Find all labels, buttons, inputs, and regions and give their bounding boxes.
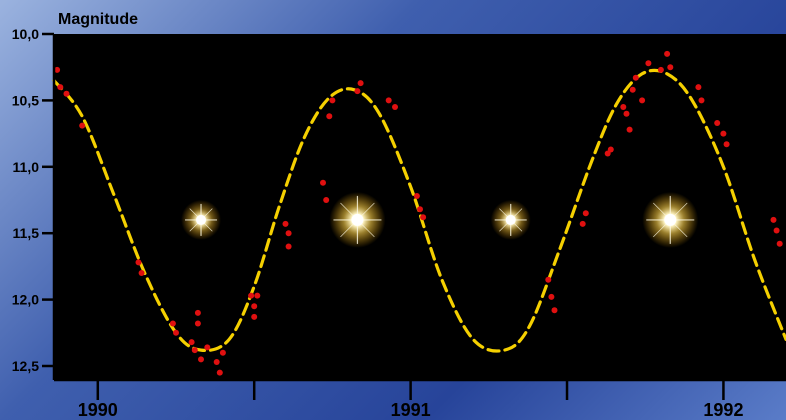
observation-point [173, 329, 179, 336]
observation-point [138, 270, 145, 276]
observation-point [198, 356, 204, 363]
observation-point [579, 220, 586, 227]
star-marker [329, 191, 386, 248]
observation-point [385, 97, 392, 104]
observation-point [251, 303, 258, 310]
observation-point [219, 349, 226, 356]
x-tick-label: 1991 [391, 400, 431, 420]
observation-point [63, 90, 70, 97]
y-tick-label: 12,5 [12, 358, 39, 374]
observation-point [413, 193, 420, 199]
observation-point [326, 113, 333, 120]
observation-point [698, 97, 705, 104]
observation-point [54, 66, 61, 73]
star-core [196, 214, 207, 225]
observation-point [282, 220, 289, 227]
observation-point [607, 146, 614, 153]
star-marker [490, 199, 531, 240]
observation-point [194, 320, 201, 327]
observation-point [720, 130, 727, 137]
observation-point [639, 97, 646, 104]
observation-point [723, 141, 730, 148]
observation-point [620, 104, 627, 110]
observation-point [770, 216, 777, 223]
y-tick-label: 11,0 [13, 159, 40, 175]
y-tick-label: 12,0 [12, 292, 39, 308]
observation-point [657, 66, 664, 73]
observation-point [551, 307, 558, 314]
observation-point [254, 292, 261, 299]
star-core [505, 214, 516, 225]
y-axis-ticks: 10,0 10,5 11,0 11,5 12,0 12,5 [12, 26, 54, 374]
observation-point [392, 104, 398, 110]
observation-point [285, 230, 292, 237]
star-marker [642, 191, 699, 248]
star-core [664, 213, 677, 226]
observation-point [248, 292, 255, 299]
star-core [351, 213, 364, 226]
observation-point [545, 276, 552, 283]
observation-point [57, 84, 64, 91]
observation-point [632, 74, 639, 81]
observation-point [626, 126, 633, 133]
observation-point [667, 64, 674, 71]
observation-points [54, 50, 783, 376]
observation-point [629, 86, 636, 93]
y-tick-label: 10,0 [12, 26, 39, 42]
observation-point [329, 97, 336, 104]
y-tick-label: 11,5 [13, 225, 40, 241]
observation-point [285, 243, 292, 250]
observation-point [135, 259, 142, 266]
observation-point [664, 50, 671, 57]
star-markers [181, 191, 699, 248]
observation-point [213, 359, 220, 365]
observation-point [548, 293, 555, 300]
x-tick-label: 1990 [78, 400, 118, 420]
fitted-curve [52, 68, 786, 353]
observation-point [216, 369, 223, 376]
observation-point [623, 110, 630, 117]
x-tick-label: 1992 [703, 400, 743, 420]
observation-point [357, 80, 364, 87]
observation-point [79, 122, 86, 129]
star-marker [181, 199, 222, 240]
y-tick-label: 10,5 [12, 92, 39, 108]
observation-point [251, 313, 258, 320]
observation-point [191, 347, 198, 354]
observation-point [320, 179, 326, 186]
x-axis-ticks: 1990 1991 1992 [78, 380, 743, 420]
observation-point [695, 84, 702, 91]
observation-point [582, 210, 589, 217]
observation-point [194, 309, 201, 316]
observation-point [417, 206, 423, 213]
observation-point [169, 320, 176, 327]
observation-point [188, 339, 195, 346]
observation-point [773, 227, 780, 234]
observation-point [776, 240, 783, 247]
observation-point [645, 60, 652, 67]
y-axis-title: Magnitude [58, 11, 138, 28]
observation-point [714, 120, 721, 126]
observation-point [420, 214, 427, 221]
observation-point [323, 197, 330, 203]
observation-point [354, 88, 361, 95]
observation-point [204, 344, 211, 351]
